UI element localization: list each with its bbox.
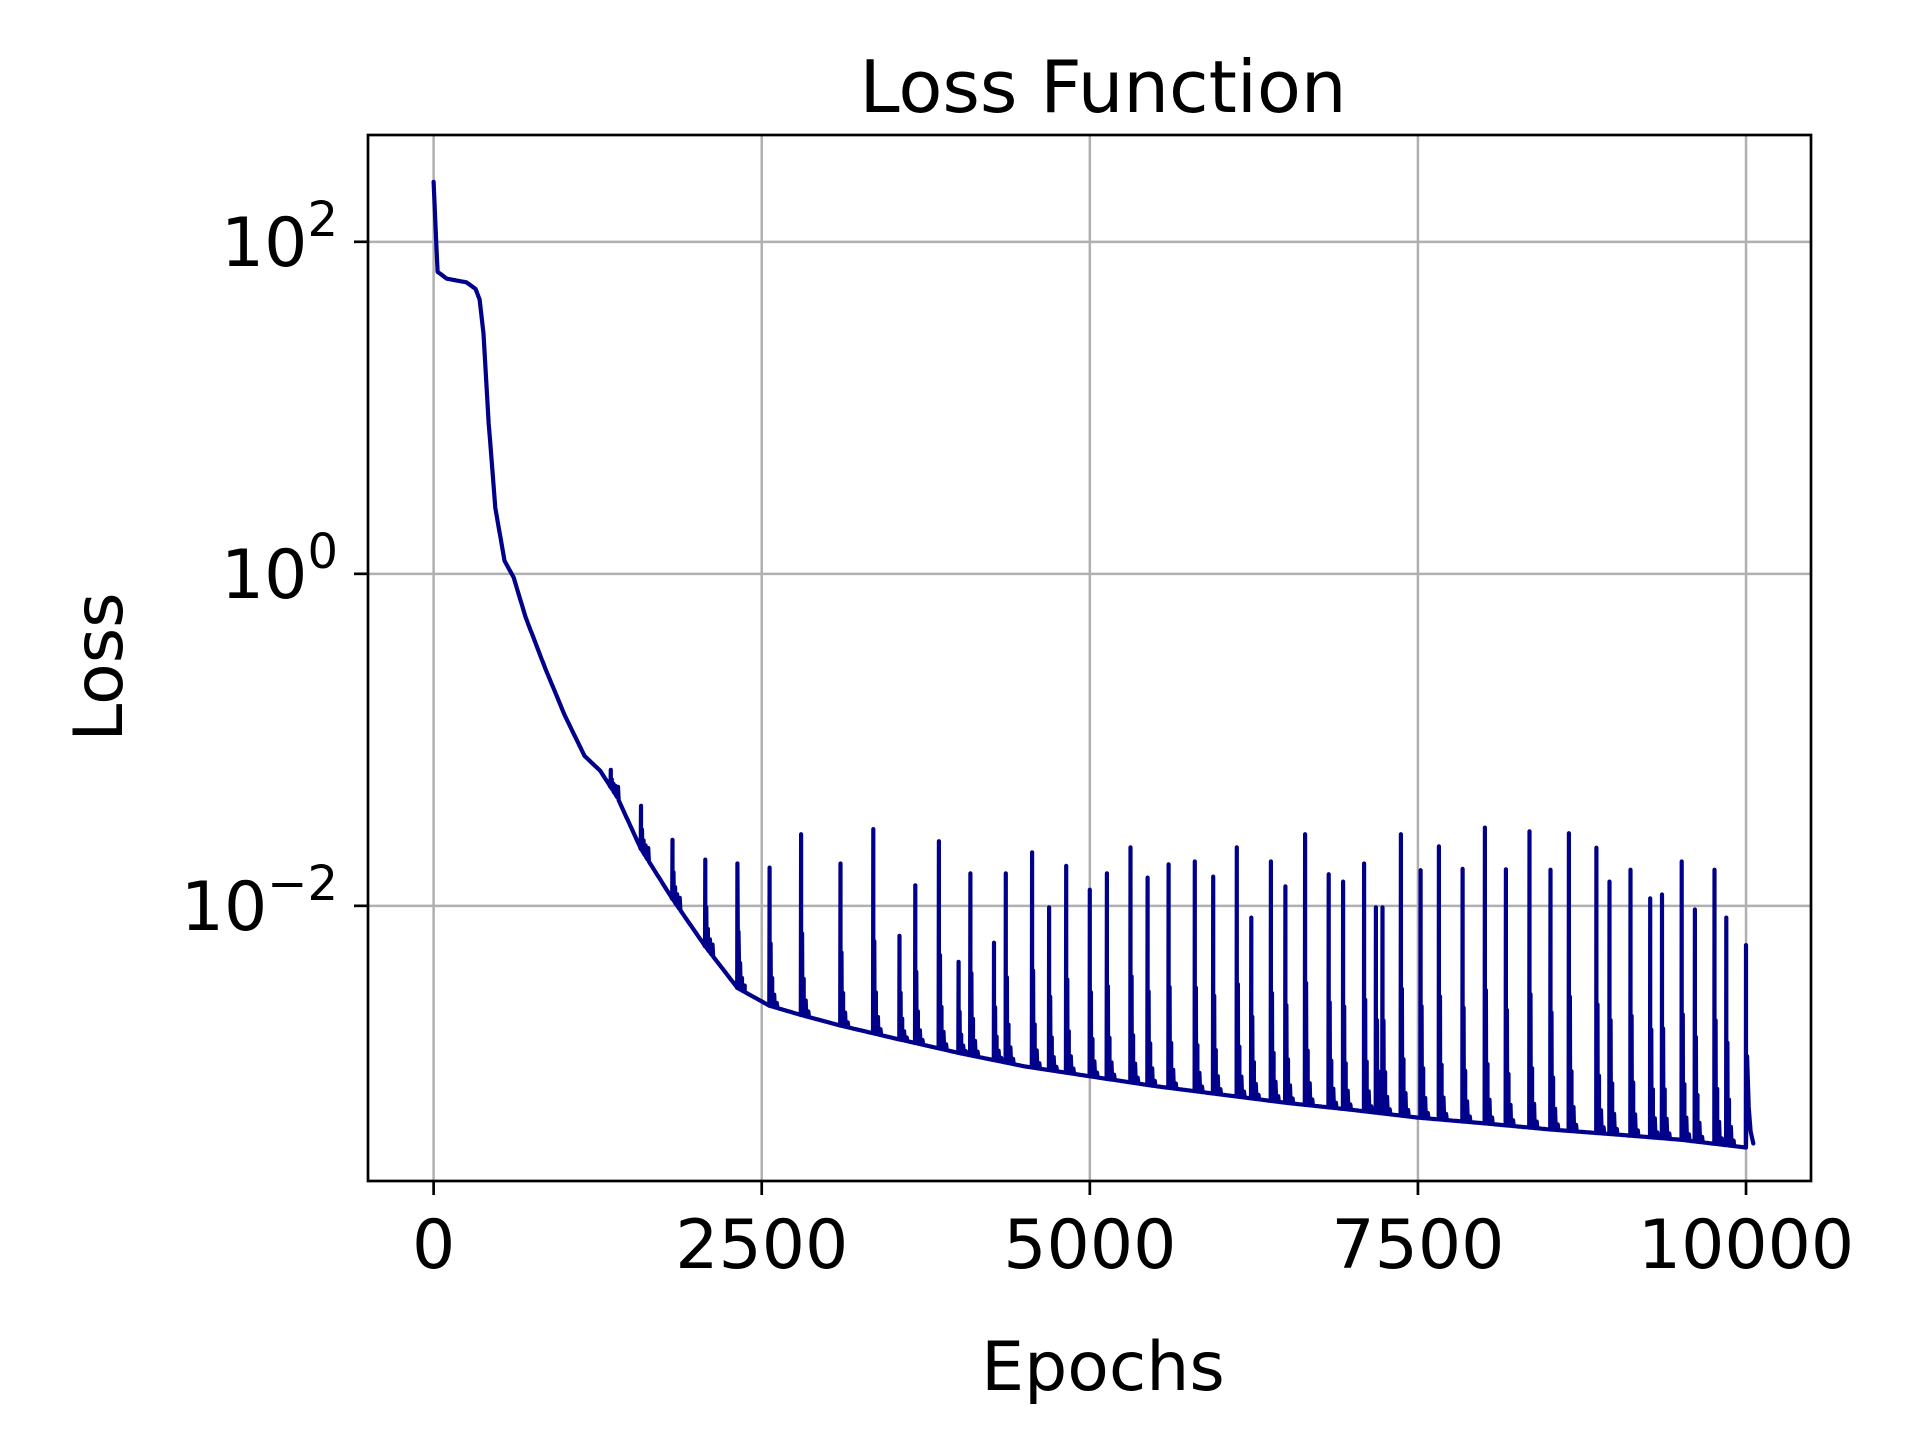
grid-lines bbox=[368, 135, 1811, 1181]
loss-series bbox=[431, 179, 1756, 1150]
x-axis-label: Epochs bbox=[981, 1328, 1225, 1407]
y-tick-label: 102 bbox=[221, 192, 338, 283]
x-tick-label: 7500 bbox=[1331, 1206, 1504, 1285]
x-axis-ticks: 0 2500 5000 7500 10000 bbox=[412, 1181, 1854, 1285]
x-tick-label: 10000 bbox=[1638, 1206, 1854, 1285]
y-axis-ticks: 102 100 10−2 bbox=[181, 192, 368, 947]
y-axis-label: Loss bbox=[60, 592, 139, 741]
x-tick-label: 5000 bbox=[1003, 1206, 1176, 1285]
loss-line bbox=[431, 179, 1756, 1150]
chart-title: Loss Function bbox=[859, 45, 1346, 129]
x-tick-label: 2500 bbox=[675, 1206, 848, 1285]
y-tick-label: 10−2 bbox=[181, 856, 338, 947]
y-tick-label: 100 bbox=[221, 524, 338, 615]
x-tick-label: 0 bbox=[412, 1206, 455, 1285]
